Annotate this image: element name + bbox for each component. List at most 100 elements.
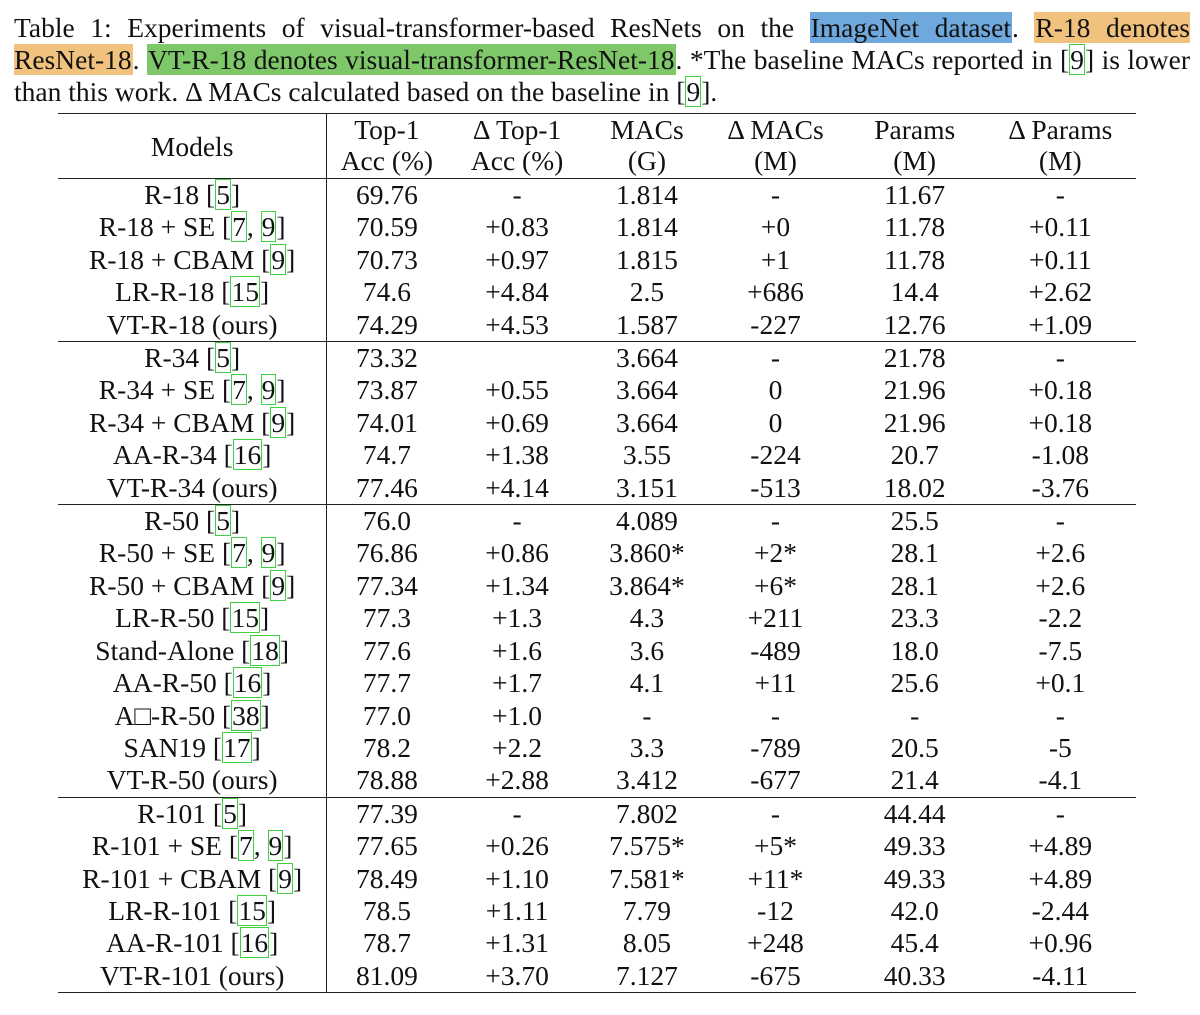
citation-link[interactable]: 17	[222, 731, 252, 763]
citation-link[interactable]: 5	[215, 505, 231, 537]
citation-link[interactable]: 9	[1069, 44, 1085, 75]
delta-top1-acc-cell: +3.70	[446, 959, 588, 994]
citation-link[interactable]: 9	[260, 211, 277, 243]
delta-top1-acc-cell: +4.84	[485, 276, 549, 308]
delta-top1-acc-cell: +0.83	[485, 211, 549, 243]
citation-link[interactable]: 9	[267, 830, 284, 862]
results-table: Models Top-1 Δ Top-1 MACs Δ MACs Params …	[58, 113, 1136, 994]
table-group: R-101 [5] 77.39-7.802-44.44- R-101 + SE [7…	[58, 796, 1136, 994]
params-cell: 14.4	[890, 276, 939, 308]
delta-top1-acc-cell: +1.6	[492, 634, 543, 666]
table-row: R-18 + CBAM [9] 70.73 +0.97 1.815 +1 11.78 +0.…	[58, 243, 1136, 277]
delta-params-cell: +0.18	[1028, 374, 1093, 406]
citation-link[interactable]: 18	[250, 634, 280, 666]
model-name: R-34 + CBAM [9]	[58, 406, 328, 440]
citation-link[interactable]: 9	[685, 76, 702, 107]
top1-acc-cell: 74.6	[362, 276, 411, 308]
delta-params-cell: -7.5	[1038, 634, 1083, 666]
citation-link[interactable]: 9	[270, 569, 287, 601]
highlight-imagenet: ImageNet dataset	[809, 12, 1012, 43]
header-delta-macs: Δ MACs	[706, 113, 845, 145]
params-cell: 49.33	[883, 830, 946, 862]
delta-macs-cell: -224	[750, 439, 801, 471]
citation-link[interactable]: 38	[231, 699, 261, 731]
model-name: Stand-Alone [18]	[58, 634, 328, 668]
params-cell: 42.0	[890, 894, 939, 926]
header-params-unit: (M)	[844, 145, 985, 179]
caption-sep: .	[1011, 12, 1035, 43]
citation-link[interactable]: 5	[215, 342, 231, 374]
table-row: R-18 + SE [7, 9] 70.59 +0.83 1.814 +0 11.78 +0…	[58, 211, 1136, 244]
delta-params-cell: -4.11	[984, 959, 1136, 994]
delta-top1-acc-cell: +1.31	[485, 927, 549, 959]
citation-link[interactable]: 9	[270, 406, 287, 438]
delta-params-cell: -5	[1048, 731, 1072, 763]
macs-cell: 3.864*	[609, 569, 685, 601]
params-cell: 18.02	[883, 471, 946, 503]
top1-acc-cell: 76.0	[326, 504, 447, 538]
macs-cell: 7.802	[587, 796, 707, 831]
table-group: R-34 [5] 73.32 3.664-21.78- R-34 + SE [7, 9…	[58, 341, 1136, 505]
macs-cell: 3.3	[629, 731, 665, 763]
citation-link[interactable]: 16	[232, 667, 263, 699]
delta-macs-cell: +6*	[754, 569, 798, 601]
citation-link[interactable]: 15	[237, 894, 267, 926]
delta-params-cell: +4.89	[1028, 862, 1093, 894]
delta-params-cell: +0.96	[1028, 927, 1093, 959]
delta-macs-cell: +2*	[754, 537, 798, 569]
model-name: SAN19 [17]	[58, 731, 328, 765]
citation-link[interactable]: 7	[231, 211, 247, 243]
top1-acc-cell: 78.88	[355, 764, 418, 796]
citation-link[interactable]: 15	[230, 276, 260, 308]
model-name: R-101 + CBAM [9]	[58, 862, 328, 895]
top1-acc-cell: 77.7	[362, 667, 411, 699]
params-cell: 21.4	[890, 764, 939, 796]
delta-params-cell: +0.18	[1028, 406, 1093, 438]
top1-acc-cell: 77.39	[326, 796, 447, 831]
citation-link[interactable]: 15	[230, 602, 260, 634]
macs-cell: 3.151	[616, 471, 678, 503]
params-cell: 49.33	[883, 862, 946, 894]
citation-link[interactable]: 7	[238, 830, 254, 862]
table-row: AA-R-34 [16] 74.7 +1.38 3.55 -224 20.7 -1.08	[58, 439, 1136, 472]
macs-cell: 7.581*	[609, 862, 685, 894]
macs-cell: 1.814	[616, 179, 678, 210]
params-cell: 25.5	[844, 504, 985, 538]
delta-params-cell: +2.6	[1035, 537, 1086, 569]
citation-link[interactable]: 5	[222, 797, 238, 829]
delta-params-cell: -	[1055, 699, 1065, 731]
table-row: R-101 [5] 77.39-7.802-44.44-	[58, 796, 1136, 831]
model-name: AA-R-50 [16]	[58, 667, 328, 700]
top1-acc-cell: 74.01	[355, 406, 418, 438]
citation-link[interactable]: 9	[260, 537, 277, 569]
citation-link[interactable]: 5	[215, 179, 231, 210]
table-row: A□-R-50 [38] 77.0 +1.0 - - - -	[58, 699, 1136, 732]
delta-macs-cell: +248	[747, 927, 804, 959]
table-row: R-50 + CBAM [9] 77.34 +1.34 3.864* +6* 28.1 +2…	[58, 569, 1136, 603]
citation-link[interactable]: 9	[270, 243, 287, 275]
table-row: R-101 + SE [7, 9] 77.65 +0.26 7.575* +5* 49.3…	[58, 830, 1136, 863]
citation-link[interactable]: 16	[232, 439, 263, 471]
macs-cell: 3.664	[616, 374, 678, 406]
table-row: R-101 + CBAM [9] 78.49 +1.10 7.581* +11* 49.3…	[58, 862, 1136, 895]
citation-link[interactable]: 16	[239, 927, 270, 959]
citation-link[interactable]: 7	[231, 374, 247, 406]
delta-macs-cell: -12	[757, 894, 794, 926]
delta-macs-cell: -	[706, 504, 845, 538]
table-row: VT-R-18 (ours) 74.29 +4.53 1.587 -227 12.76 +1…	[58, 308, 1136, 342]
top1-acc-cell: 77.0	[362, 699, 411, 731]
citation-link[interactable]: 7	[231, 537, 247, 569]
top1-acc-cell: 77.46	[355, 471, 418, 503]
delta-top1-acc-cell: +4.53	[485, 308, 549, 340]
model-name: LR-R-18 [15]	[58, 276, 328, 309]
macs-cell: 4.3	[629, 602, 665, 634]
top1-acc-cell: 77.65	[355, 830, 418, 862]
delta-params-cell: -1.08	[1031, 439, 1089, 471]
params-cell: 28.1	[890, 569, 939, 601]
citation-link[interactable]: 9	[277, 862, 293, 894]
delta-macs-cell: 0	[768, 374, 783, 406]
macs-cell: 3.55	[622, 439, 672, 471]
delta-params-cell: +4.89	[1028, 830, 1093, 862]
table-row: R-34 [5] 73.32 3.664-21.78-	[58, 341, 1136, 375]
citation-link[interactable]: 9	[260, 374, 277, 406]
